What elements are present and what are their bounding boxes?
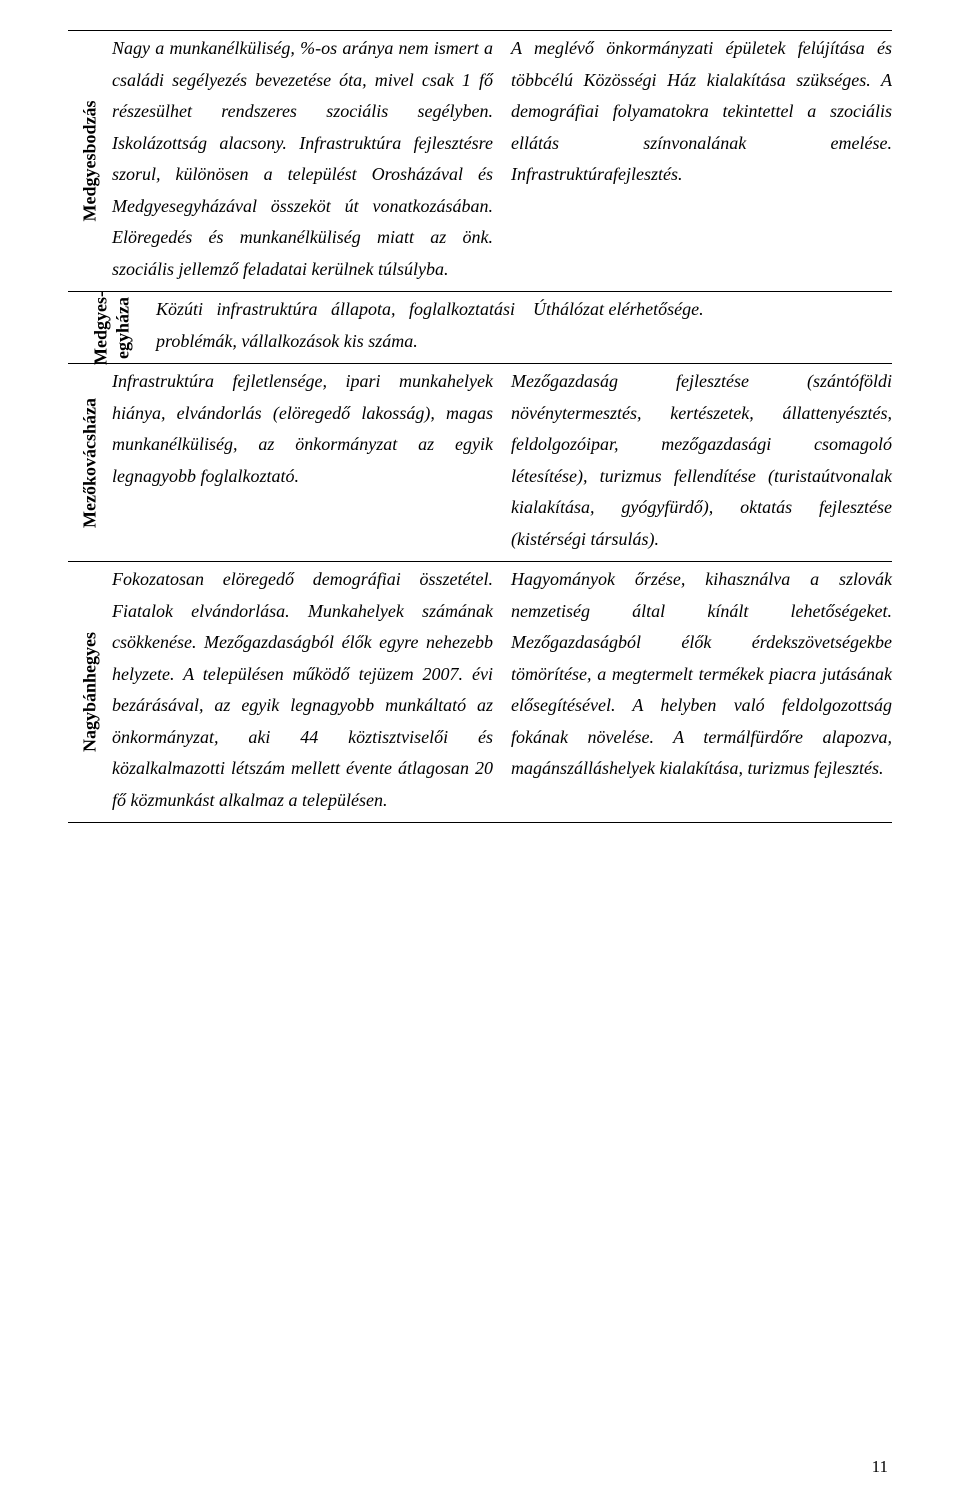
- row-label-cell: Medgyesbodzás: [68, 31, 112, 291]
- left-column-text: Közúti infrastruktúra állapota, foglalko…: [156, 292, 515, 363]
- right-column-text: A meglévő önkormányzati épületek felújít…: [511, 31, 892, 291]
- row-content: Közúti infrastruktúra állapota, foglalko…: [156, 292, 892, 363]
- page-number: 11: [872, 1452, 888, 1482]
- left-column-text: Infrastruktúra fejletlensége, ipari munk…: [112, 364, 493, 561]
- right-column-text: Úthálózat elérhetősége.: [533, 292, 892, 363]
- table-row: Mezőkovácsháza Infrastruktúra fejletlens…: [68, 363, 892, 562]
- row-content: Fokozatosan elöregedő demográfiai összet…: [112, 562, 892, 822]
- row-label-cell: Medgyes- egyháza: [68, 292, 156, 363]
- document-table: Medgyesbodzás Nagy a munkanélküliség, %-…: [68, 30, 892, 822]
- left-column-text: Fokozatosan elöregedő demográfiai összet…: [112, 562, 493, 822]
- row-content: Infrastruktúra fejletlensége, ipari munk…: [112, 364, 892, 561]
- right-column-text: Mezőgazdaság fejlesztése (szántóföldi nö…: [511, 364, 892, 561]
- table-row: Medgyes- egyháza Közúti infrastruktúra á…: [68, 291, 892, 364]
- left-column-text: Nagy a munkanélküliség, %-os aránya nem …: [112, 31, 493, 291]
- table-row: Medgyesbodzás Nagy a munkanélküliség, %-…: [68, 30, 892, 292]
- row-label-cell: Nagybánhegyes: [68, 562, 112, 822]
- row-label: Mezőkovácsháza: [74, 398, 106, 528]
- row-label-cell: Mezőkovácsháza: [68, 364, 112, 561]
- row-label: Medgyes- egyháza: [90, 291, 133, 365]
- row-content: Nagy a munkanélküliség, %-os aránya nem …: [112, 31, 892, 291]
- table-row: Nagybánhegyes Fokozatosan elöregedő demo…: [68, 561, 892, 823]
- right-column-text: Hagyományok őrzése, kihasználva a szlová…: [511, 562, 892, 822]
- row-label: Medgyesbodzás: [74, 101, 106, 222]
- row-label: Nagybánhegyes: [74, 632, 106, 752]
